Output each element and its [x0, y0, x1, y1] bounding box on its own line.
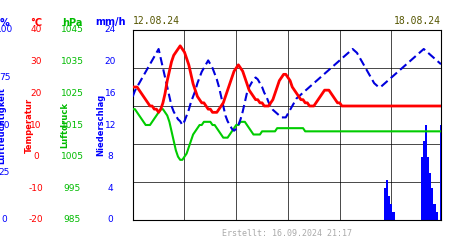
Text: Temperatur: Temperatur: [25, 98, 34, 152]
Bar: [425, 125, 427, 220]
Text: 75: 75: [0, 73, 10, 82]
Bar: [436, 212, 438, 220]
Bar: [427, 157, 429, 220]
Text: 0: 0: [2, 216, 7, 224]
Text: 12.08.24: 12.08.24: [133, 16, 180, 26]
Text: 995: 995: [63, 184, 81, 193]
Bar: [420, 157, 423, 220]
Text: 1015: 1015: [60, 120, 84, 130]
Text: Niederschlag: Niederschlag: [97, 94, 106, 156]
Text: 25: 25: [0, 168, 10, 177]
Text: 16: 16: [104, 89, 116, 98]
Text: Luftfeuchtigkeit: Luftfeuchtigkeit: [0, 86, 7, 164]
Text: 1045: 1045: [61, 26, 83, 35]
Text: 0: 0: [108, 216, 113, 224]
Text: 985: 985: [63, 216, 81, 224]
Bar: [384, 188, 386, 220]
Bar: [433, 204, 436, 220]
Text: hPa: hPa: [62, 18, 82, 28]
Text: 0: 0: [33, 152, 39, 161]
Text: Erstellt: 16.09.2024 21:17: Erstellt: 16.09.2024 21:17: [222, 230, 352, 238]
Text: -20: -20: [29, 216, 43, 224]
Bar: [431, 188, 433, 220]
Text: 20: 20: [30, 89, 42, 98]
Text: 4: 4: [108, 184, 113, 193]
Text: 1035: 1035: [60, 57, 84, 66]
Text: mm/h: mm/h: [95, 18, 126, 28]
Text: 8: 8: [108, 152, 113, 161]
Bar: [429, 172, 431, 220]
Text: 18.08.24: 18.08.24: [394, 16, 441, 26]
Text: 12: 12: [104, 120, 116, 130]
Text: 24: 24: [104, 26, 116, 35]
Text: 30: 30: [30, 57, 42, 66]
Text: Luftdruck: Luftdruck: [61, 102, 70, 148]
Text: 50: 50: [0, 120, 10, 130]
Text: 10: 10: [30, 120, 42, 130]
Text: %: %: [0, 18, 9, 28]
Text: 100: 100: [0, 26, 13, 35]
Bar: [423, 141, 425, 220]
Text: 1025: 1025: [61, 89, 83, 98]
Text: 20: 20: [104, 57, 116, 66]
Text: 40: 40: [30, 26, 42, 35]
Text: -10: -10: [29, 184, 43, 193]
Text: 1005: 1005: [60, 152, 84, 161]
Bar: [440, 125, 442, 220]
Bar: [390, 204, 392, 220]
Bar: [388, 196, 390, 220]
Bar: [392, 212, 395, 220]
Bar: [386, 180, 388, 220]
Text: °C: °C: [30, 18, 42, 28]
